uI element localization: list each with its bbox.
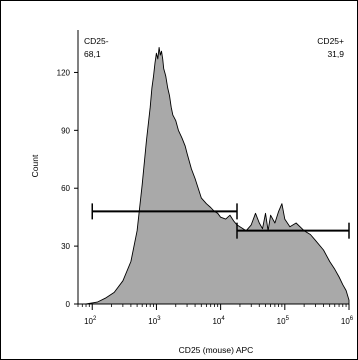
- plot-area: 0 30 60 90 120 102 103 104 105 106: [57, 30, 354, 326]
- gate-label-cd25-pos-value: 31,9: [327, 49, 344, 59]
- gate-label-cd25-pos-name: CD25+: [317, 36, 344, 46]
- gate-label-cd25-neg-name: CD25-: [84, 36, 109, 46]
- y-tick-label: 60: [61, 184, 70, 193]
- x-tick-label: 104: [212, 316, 225, 326]
- histogram-area: [77, 46, 350, 305]
- x-axis-title: CD25 (mouse) APC: [179, 345, 254, 355]
- gate-label-cd25-neg-value: 68,1: [84, 49, 101, 59]
- y-tick-label: 30: [61, 242, 70, 251]
- y-tick-label: 0: [66, 300, 71, 309]
- y-tick-label: 90: [61, 126, 70, 135]
- x-tick-label: 105: [277, 316, 290, 326]
- x-tick-label: 103: [148, 316, 161, 326]
- x-tick-label: 106: [341, 316, 354, 326]
- y-axis-title: Count: [30, 154, 40, 177]
- x-tick-label: 102: [84, 316, 97, 326]
- y-tick-label: 120: [57, 68, 71, 77]
